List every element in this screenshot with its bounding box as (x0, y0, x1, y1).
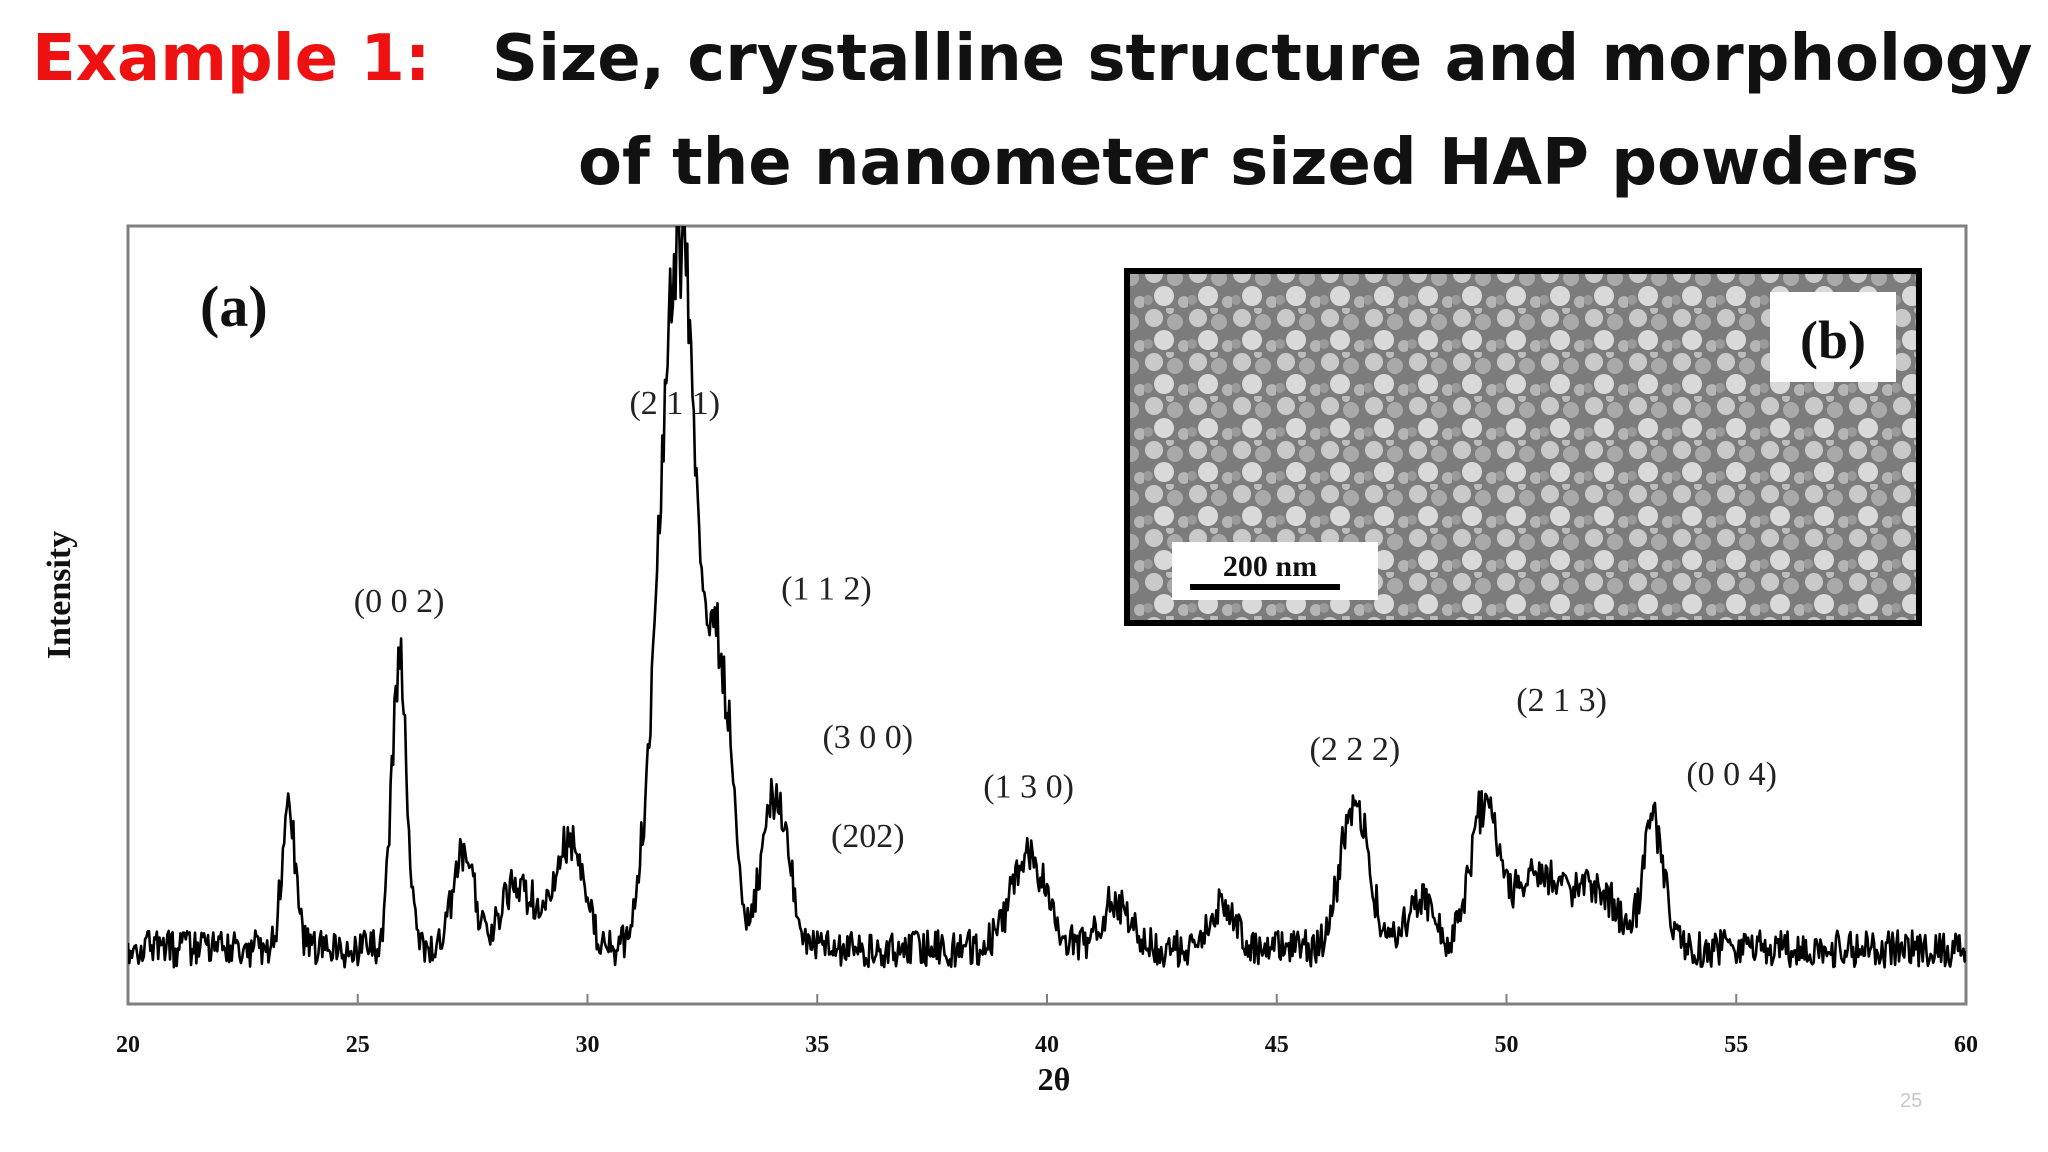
peak-label-6: (2 2 2) (1310, 731, 1401, 768)
x-axis-tick-labels: 20 25 30 35 40 45 50 55 60 (116, 1032, 1978, 1058)
x-tick-label-55: 55 (1724, 1032, 1748, 1058)
x-tick-label-40: 40 (1035, 1032, 1059, 1058)
x-tick-label-20: 20 (116, 1032, 140, 1058)
scale-bar-box (1172, 542, 1378, 600)
xrd-series-line (128, 226, 1966, 969)
x-tick-label-60: 60 (1954, 1032, 1978, 1058)
peak-annotations: (0 0 2) (2 1 1) (1 1 2) (3 0 0) (202) (1 3 0)… (354, 385, 1777, 855)
slide-title-line-1: Size, crystalline structure and morpholo… (492, 22, 2033, 96)
inset-label-box (1770, 292, 1896, 382)
x-tick-label-35: 35 (805, 1032, 829, 1058)
x-tick-label-30: 30 (576, 1032, 600, 1058)
panel-label-a: (a) (200, 274, 268, 339)
slide-number: 25 (1900, 1090, 1923, 1112)
y-axis-label: Intensity (41, 531, 78, 659)
peak-label-5: (1 3 0) (983, 768, 1074, 805)
scale-bar-label: 200 nm (1223, 550, 1317, 583)
sem-inset: (b) 200 nm (1124, 268, 1922, 626)
peak-label-3: (3 0 0) (822, 719, 913, 756)
x-tick-label-45: 45 (1265, 1032, 1289, 1058)
x-axis-label: 2θ (1038, 1061, 1071, 1097)
panel-label-b: (b) (1800, 310, 1866, 370)
x-axis-ticks (127, 994, 1967, 1004)
peak-label-1: (2 1 1) (629, 385, 720, 422)
slide-title-prefix: Example 1: (32, 22, 431, 96)
peak-label-0: (0 0 2) (354, 583, 445, 620)
x-tick-label-25: 25 (346, 1032, 370, 1058)
peak-label-8: (0 0 4) (1686, 756, 1777, 793)
peak-label-7: (2 1 3) (1516, 682, 1607, 719)
x-tick-label-50: 50 (1495, 1032, 1519, 1058)
slide-title-line-2: of the nanometer sized HAP powders (578, 126, 1919, 200)
peak-label-4: (202) (831, 818, 905, 855)
peak-label-2: (1 1 2) (781, 571, 872, 608)
